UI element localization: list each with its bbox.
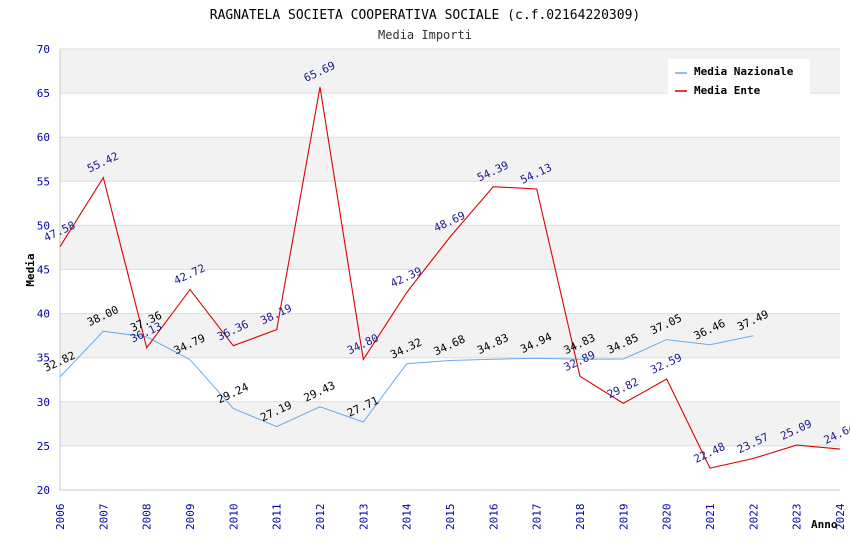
x-tick-label: 2016 xyxy=(487,503,500,530)
x-tick-label: 2009 xyxy=(184,504,197,531)
y-tick-label: 25 xyxy=(37,440,50,453)
grid-band xyxy=(60,269,840,314)
x-tick-label: 2010 xyxy=(227,504,240,531)
x-tick-label: 2006 xyxy=(54,504,67,531)
y-tick-label: 55 xyxy=(37,175,50,188)
y-tick-label: 60 xyxy=(37,131,50,144)
x-tick-label: 2011 xyxy=(271,504,284,531)
plot-area xyxy=(59,48,840,491)
x-tick-label: 2024 xyxy=(834,503,847,530)
chart-title: RAGNATELA SOCIETA COOPERATIVA SOCIALE (c… xyxy=(210,8,640,23)
grid-band xyxy=(60,93,840,138)
grid-band xyxy=(60,225,840,270)
legend-box xyxy=(668,59,810,99)
chart-subtitle: Media Importi xyxy=(378,28,472,42)
x-tick-label: 2015 xyxy=(444,504,457,531)
x-tick-label: 2020 xyxy=(661,504,674,531)
y-tick-label: 20 xyxy=(37,484,50,497)
y-tick-label: 50 xyxy=(37,219,50,232)
grid-band xyxy=(60,401,840,446)
x-tick-label: 2007 xyxy=(97,504,110,531)
x-tick-label: 2023 xyxy=(791,504,804,531)
grid-band xyxy=(60,313,840,358)
y-tick-label: 40 xyxy=(37,308,50,321)
x-axis-ticks: 2006 2007 2008 2009 2010 2011 2012 2013 2014 2015… xyxy=(54,503,847,530)
y-tick-label: 65 xyxy=(37,87,50,100)
y-tick-label: 35 xyxy=(37,352,50,365)
x-tick-label: 2008 xyxy=(141,504,154,531)
legend-label-ente: Media Ente xyxy=(694,84,761,97)
grid-band xyxy=(60,181,840,226)
x-tick-label: 2014 xyxy=(401,503,414,530)
y-axis-ticks: 20 25 30 35 40 45 50 55 60 65 70 xyxy=(37,43,50,497)
y-tick-label: 45 xyxy=(37,264,50,277)
x-tick-label: 2021 xyxy=(704,504,717,531)
x-tick-label: 2018 xyxy=(574,504,587,531)
x-tick-label: 2022 xyxy=(747,504,760,531)
grid-band xyxy=(60,357,840,402)
x-tick-label: 2012 xyxy=(314,504,327,531)
legend-label-nazionale: Media Nazionale xyxy=(694,65,794,78)
y-tick-label: 70 xyxy=(37,43,50,56)
y-tick-label: 30 xyxy=(37,396,50,409)
grid-band xyxy=(60,137,840,182)
x-tick-label: 2019 xyxy=(617,504,630,531)
series-layer xyxy=(59,86,841,469)
series-line-nazionale xyxy=(59,330,754,428)
legend: Media Nazionale Media Ente xyxy=(668,59,810,99)
x-tick-label: 2013 xyxy=(357,504,370,531)
y-axis-label: Media xyxy=(24,253,37,286)
x-tick-label: 2017 xyxy=(531,504,544,531)
series-line-ente xyxy=(59,86,841,469)
x-axis-label: Anno xyxy=(811,518,838,531)
